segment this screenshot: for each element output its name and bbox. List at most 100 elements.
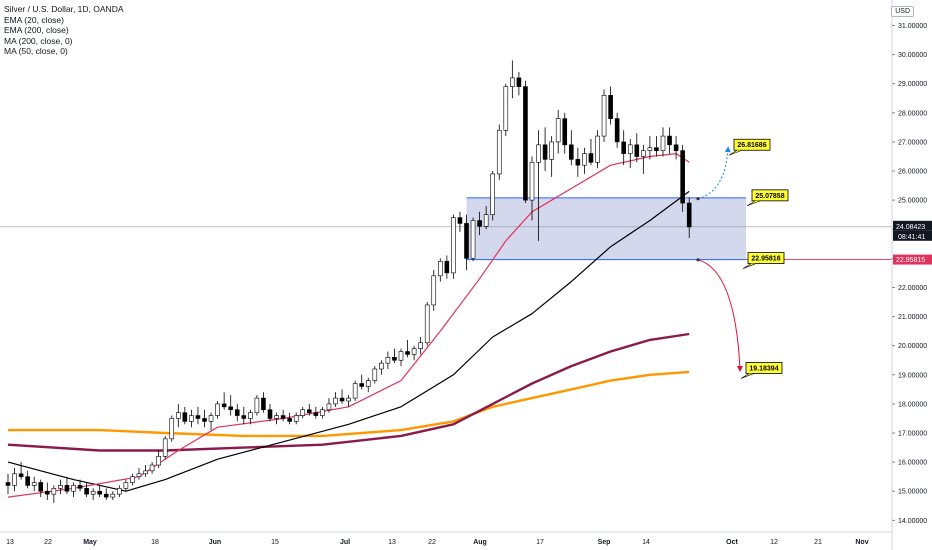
candle-body bbox=[346, 397, 351, 402]
currency-label[interactable]: USD bbox=[891, 6, 914, 17]
arrow-up-path bbox=[697, 146, 731, 200]
price-tag-label: 19.18394 bbox=[749, 365, 778, 372]
x-tick-label: 17 bbox=[536, 539, 544, 546]
legend-symbol: Silver / U.S. Dollar, 1D, OANDA bbox=[4, 4, 124, 14]
candle-body bbox=[234, 409, 240, 416]
candle-body bbox=[614, 118, 620, 143]
candle-body bbox=[398, 351, 404, 361]
y-tick-label: 26.00000 bbox=[898, 169, 927, 176]
candle-body bbox=[424, 304, 430, 344]
x-tick-label: 13 bbox=[388, 539, 396, 546]
current-price-box bbox=[893, 220, 932, 231]
candle-body bbox=[313, 412, 319, 416]
candle-body bbox=[136, 473, 142, 477]
candle-body bbox=[503, 86, 509, 131]
candle-body bbox=[660, 135, 666, 151]
y-tick-label: 22.00000 bbox=[898, 285, 927, 292]
candle-body bbox=[182, 412, 188, 422]
candle-body bbox=[673, 144, 679, 151]
price-tag-box bbox=[745, 362, 783, 374]
candle-body bbox=[117, 488, 122, 495]
candle-body bbox=[64, 485, 70, 492]
candle-body bbox=[627, 144, 633, 154]
x-tick-label: 14 bbox=[642, 539, 650, 546]
candle-body bbox=[162, 438, 168, 457]
candle-body bbox=[352, 383, 358, 399]
candle-body bbox=[71, 485, 76, 492]
candle-body bbox=[149, 464, 155, 472]
price-tag-box bbox=[747, 252, 785, 264]
candle-body bbox=[542, 144, 548, 160]
candle-body bbox=[496, 129, 502, 175]
candle-body bbox=[372, 368, 378, 381]
x-tick-label: Aug bbox=[473, 539, 487, 546]
candle-body bbox=[477, 220, 482, 227]
candle-body bbox=[25, 476, 30, 486]
candle-body bbox=[529, 161, 535, 201]
countdown-box bbox=[893, 230, 932, 241]
y-tick-label: 15.00000 bbox=[898, 489, 927, 496]
y-tick-label: 19.00000 bbox=[898, 372, 927, 379]
candle-body bbox=[523, 86, 528, 201]
x-tick-label: 15 bbox=[271, 539, 279, 546]
candle-body bbox=[90, 490, 96, 495]
candle-body bbox=[110, 493, 116, 498]
x-tick-label: 12 bbox=[770, 539, 778, 546]
y-tick-label: 18.00000 bbox=[898, 401, 927, 408]
candle-body bbox=[510, 77, 515, 87]
candle-body bbox=[84, 488, 89, 495]
candle-body bbox=[562, 118, 568, 146]
legend-ma50: MA (50, close, 0) bbox=[4, 46, 68, 56]
candle-body bbox=[418, 342, 423, 349]
candle-body bbox=[621, 141, 627, 154]
x-tick-label: Jul bbox=[340, 539, 350, 546]
candle-body bbox=[12, 473, 17, 486]
y-tick-label: 21.00000 bbox=[898, 314, 927, 321]
level-price-label: 22.95815 bbox=[896, 257, 925, 264]
projection-arrows bbox=[696, 146, 743, 372]
candle-body bbox=[333, 397, 338, 405]
candle-body bbox=[261, 397, 266, 411]
price-tag-box bbox=[751, 189, 789, 202]
candle-body bbox=[208, 415, 214, 422]
candle-body bbox=[411, 348, 417, 355]
legend-ma200: MA (200, close, 0) bbox=[4, 35, 73, 46]
price-tag-box bbox=[733, 138, 771, 151]
candle-body bbox=[549, 141, 554, 160]
price-tag-label: 26.81686 bbox=[737, 142, 766, 149]
candle-body bbox=[680, 150, 685, 204]
support-resistance-zone bbox=[0, 197, 892, 261]
x-tick-label: 22 bbox=[44, 539, 52, 546]
candle-body bbox=[5, 482, 11, 486]
legend-ema200: EMA (200, close) bbox=[4, 25, 69, 35]
candle-body bbox=[143, 470, 148, 475]
candle-body bbox=[326, 403, 332, 411]
candle-body bbox=[483, 214, 489, 227]
price-tag-pointer bbox=[742, 263, 757, 269]
candle-body bbox=[464, 223, 469, 259]
x-tick-label: 22 bbox=[428, 539, 436, 546]
candle-body bbox=[130, 476, 135, 483]
candle-body bbox=[280, 415, 286, 419]
candle-body bbox=[77, 485, 83, 489]
price-tags: 26.81686 25.07858 22.95816 19.18394 bbox=[728, 138, 789, 379]
candle-body bbox=[392, 357, 397, 361]
arrow-down-origin bbox=[696, 258, 700, 262]
candle-body bbox=[241, 415, 247, 419]
candle-body bbox=[582, 153, 587, 166]
candle-body bbox=[293, 415, 299, 422]
candle-body bbox=[51, 488, 57, 495]
price-tag-pointer bbox=[746, 200, 761, 207]
candle-body bbox=[306, 409, 312, 413]
candle-body bbox=[228, 406, 233, 411]
price-tag-label: 22.95816 bbox=[751, 256, 780, 263]
candle-body bbox=[431, 275, 437, 306]
candle-body bbox=[437, 260, 443, 277]
candle-body bbox=[274, 415, 279, 419]
candle-body bbox=[686, 202, 692, 228]
candle-body bbox=[634, 144, 640, 157]
candle-body bbox=[654, 147, 659, 151]
x-tick-label: 13 bbox=[6, 539, 14, 546]
